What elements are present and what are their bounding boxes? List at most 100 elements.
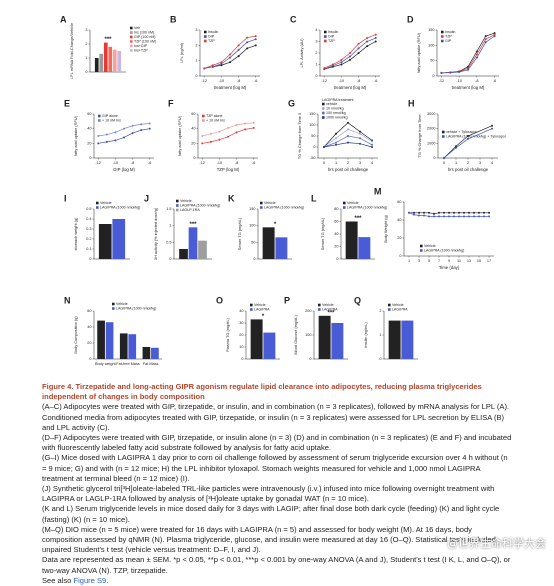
legend-swatch [441, 30, 444, 34]
x-tick-label: Fat Mass [143, 362, 159, 366]
legend-swatch [324, 39, 327, 43]
legend-swatch [442, 135, 445, 138]
data-point [359, 132, 361, 135]
caption-paragraph: (A–C) Adipocytes were treated with GIP, … [42, 402, 510, 432]
legend-swatch [130, 49, 133, 52]
legend-label: 100 nmol/kg [326, 111, 346, 115]
data-point [246, 36, 249, 39]
legend-swatch [98, 119, 101, 122]
x-tick-label: 1 [335, 161, 337, 165]
legend-label: Ins (100 nM) [134, 30, 154, 34]
data-point [433, 212, 435, 215]
bar [94, 58, 99, 72]
data-point [323, 146, 325, 148]
y-tick-label: 40 [191, 127, 195, 131]
y-axis-label: fatty acid uptake (RFU) [73, 115, 78, 156]
legend-label: TZP (100 nM) [134, 39, 156, 43]
data-point [453, 215, 455, 218]
panel-letter: I [64, 193, 67, 203]
y-axis-label: Serum TG (mg/dL) [320, 217, 325, 250]
y-tick-label: 40 [87, 127, 91, 131]
y-tick-label: 0.5 [166, 240, 171, 244]
bar [103, 42, 108, 72]
y-tick-label: 60 [334, 220, 338, 224]
x-tick-label: 0 [323, 161, 325, 165]
data-point [448, 211, 450, 214]
x-tick-label: 3 [359, 161, 361, 165]
caption: Figure 4. Tirzepatide and long-acting GI… [42, 382, 512, 586]
legend-swatch [318, 303, 321, 307]
legend-label: Veh [134, 26, 140, 30]
data-point [418, 211, 420, 214]
legend-swatch [442, 130, 445, 134]
legend-label: Ins+GIP [134, 44, 148, 48]
data-point [438, 215, 440, 218]
y-tick-label: 50 [430, 59, 434, 63]
data-point [123, 127, 125, 130]
bar [358, 237, 371, 259]
y-tick-label: 2 [85, 42, 87, 46]
legend-swatch [322, 111, 325, 115]
legend-swatch [112, 302, 115, 306]
legend-swatch [202, 119, 205, 122]
legend-label: Vehicle [180, 199, 192, 203]
y-tick-label: 0 [241, 357, 243, 361]
data-point [366, 40, 369, 43]
x-tick-label: -6 [254, 79, 257, 83]
legend-label: GIP [208, 34, 215, 38]
legend-label: LAGIPRA (1000 nmol/kg) [424, 248, 464, 252]
panel-letter: B [170, 14, 177, 24]
y-tick-label: 0 [336, 257, 338, 261]
y-tick-label: 2 [379, 309, 381, 313]
data-point [475, 50, 478, 53]
y-tick-label: 20 [397, 236, 401, 240]
data-point [359, 137, 361, 140]
data-point [114, 131, 117, 134]
figure-link[interactable]: Figure S9. [73, 575, 109, 585]
legend-swatch [322, 107, 325, 110]
series-line [98, 128, 150, 144]
data-point [371, 140, 373, 143]
x-axis-label: GIP (log M) [113, 167, 135, 172]
data-point [488, 211, 490, 214]
legend-label: TZP [208, 39, 215, 43]
x-tick-label: 17 [487, 259, 491, 263]
x-tick-label: 3 [418, 259, 420, 263]
data-point [97, 142, 100, 145]
y-tick-label: 0 [195, 74, 197, 78]
x-axis-label: hrs post oil challenge [448, 167, 489, 172]
bar [275, 237, 288, 259]
significance: *** [327, 310, 335, 316]
y-tick-label: 40 [239, 309, 243, 313]
data-point [209, 140, 212, 143]
x-axis-label: treatment (log M) [452, 85, 485, 90]
y-tick-label: 60 [397, 200, 401, 204]
data-point [428, 215, 430, 218]
data-point [340, 61, 343, 64]
panel-letter: O [216, 295, 223, 305]
data-point [335, 141, 337, 144]
caption-title: Figure 4. Tirzepatide and long-acting GI… [42, 382, 482, 402]
data-point [468, 211, 470, 214]
data-point [237, 44, 240, 47]
legend-swatch [388, 308, 391, 311]
legend-swatch [130, 35, 133, 39]
legend-label: Vehicle [347, 201, 359, 205]
x-tick-label: -10 [219, 79, 225, 83]
data-point [359, 142, 361, 145]
data-point [227, 126, 229, 129]
legend-label: GIP alone [102, 114, 118, 118]
data-point [252, 126, 255, 129]
data-point [349, 52, 351, 54]
legend-label: Vehicle [322, 303, 334, 307]
y-tick-label: 60 [87, 309, 91, 313]
y-tick-label: 50 [251, 240, 255, 244]
data-point [443, 157, 445, 159]
x-axis-label: treatment (log M) [214, 85, 247, 90]
data-point [408, 211, 410, 214]
data-point [468, 215, 470, 218]
y-axis-label: Plasma TG (mg/dL) [225, 317, 230, 352]
data-point [246, 41, 249, 44]
bar [388, 320, 401, 359]
data-point [349, 58, 351, 61]
